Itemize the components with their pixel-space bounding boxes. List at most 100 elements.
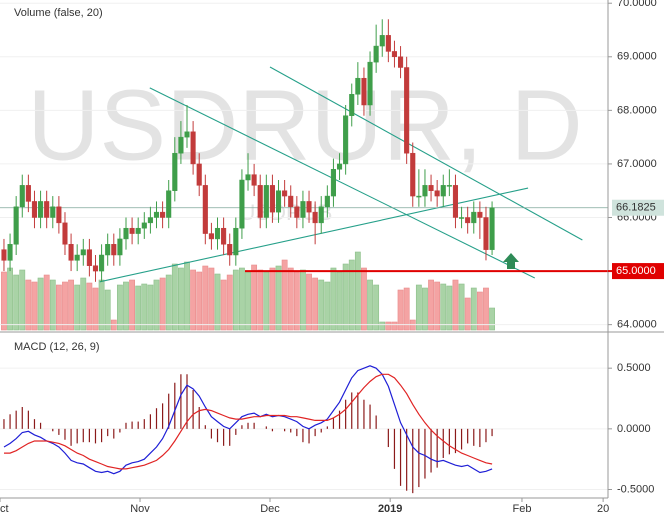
trendline — [269, 66, 583, 241]
candle-body — [31, 201, 38, 218]
volume-bar — [159, 277, 166, 331]
volume-bar — [440, 283, 447, 331]
volume-bar — [257, 269, 264, 331]
candle-body — [129, 227, 135, 234]
volume-bar — [373, 284, 380, 331]
candle-body — [459, 217, 465, 219]
volume-bar — [1, 271, 7, 331]
candle-body — [239, 179, 245, 229]
volume-bar — [19, 269, 26, 331]
volume-bar — [74, 284, 81, 331]
volume-bar — [37, 277, 44, 331]
candle-body — [111, 244, 117, 256]
volume-bar — [318, 279, 325, 331]
candle-body — [446, 185, 452, 187]
volume-bar — [415, 284, 422, 331]
candle-body — [477, 211, 483, 218]
candle-body — [349, 94, 355, 116]
volume-bar — [476, 291, 483, 331]
volume-bar — [324, 281, 331, 331]
volume-label: Volume (false, 20) — [14, 7, 103, 19]
candle-body — [172, 152, 178, 191]
candle-body — [44, 201, 50, 218]
trendline — [149, 87, 536, 279]
candle-body — [221, 227, 227, 245]
volume-bar — [446, 285, 453, 331]
volume-bar — [403, 287, 410, 331]
candle-body — [373, 45, 379, 63]
x-tick-label: 2019 — [378, 503, 402, 515]
volume-bar — [354, 251, 361, 331]
macd-panel — [0, 365, 608, 494]
candle-body — [68, 244, 74, 261]
candle-body — [25, 185, 31, 202]
candle-body — [117, 238, 123, 256]
macd-label: MACD (12, 26, 9) — [14, 341, 100, 353]
volume-bar — [458, 283, 465, 331]
candle-body — [404, 67, 410, 154]
candle-body — [312, 211, 318, 224]
macd-line — [3, 365, 493, 475]
candle-body — [62, 222, 68, 245]
candle-body — [105, 244, 111, 256]
candle-body — [422, 185, 428, 197]
volume-bar — [31, 281, 38, 331]
candle-body — [227, 244, 233, 256]
volume-bar — [306, 273, 312, 331]
candle-body — [288, 195, 294, 208]
volume-bar — [55, 284, 62, 331]
volume-bar — [7, 267, 13, 331]
volume-bar — [190, 269, 197, 331]
level-label: 65.0000 — [616, 265, 656, 277]
candle-body — [343, 115, 349, 165]
symbol-watermark: USDRUB — [240, 200, 333, 225]
volume-bar — [312, 277, 319, 331]
x-tick-label: Dec — [260, 503, 280, 515]
candle-body — [471, 211, 477, 224]
volume-bar — [269, 267, 276, 331]
volume-bar — [348, 259, 355, 331]
candle-body — [330, 169, 336, 197]
volume-bar — [281, 259, 288, 331]
volume-bar — [391, 321, 398, 331]
candle-body — [184, 131, 190, 138]
candle-body — [74, 254, 80, 261]
volume-bar — [165, 274, 172, 331]
volume-bar — [43, 274, 50, 331]
volume-bar — [287, 267, 294, 331]
volume-bar — [293, 271, 300, 331]
candle-body — [38, 201, 44, 218]
candle-body — [251, 174, 257, 186]
volume-bar — [245, 271, 251, 331]
candle-body — [245, 174, 251, 181]
candle-body — [135, 227, 141, 234]
volume-bar — [452, 279, 459, 331]
level-label-box — [612, 263, 664, 280]
x-tick-label: Feb — [512, 503, 531, 515]
candle-body — [379, 35, 385, 47]
candle-body — [483, 217, 489, 250]
candle-body — [196, 163, 202, 186]
volume-bar — [49, 279, 56, 331]
candle-body — [153, 211, 160, 218]
volume-bar — [470, 287, 477, 331]
candle-body — [257, 185, 263, 218]
candle-body — [385, 35, 391, 52]
candle-body — [214, 227, 221, 240]
price-panel — [0, 2, 608, 331]
volume-bar — [129, 279, 135, 331]
volume-bar — [428, 279, 434, 331]
candle-body — [282, 190, 288, 197]
volume-bar — [196, 271, 203, 331]
volume-bar — [214, 273, 221, 331]
volume-bar — [232, 269, 239, 331]
volume-bar — [379, 321, 386, 331]
candle-body — [190, 131, 196, 165]
candle-body — [318, 206, 324, 224]
candle-body — [123, 227, 129, 240]
volume-bar — [336, 271, 343, 331]
volume-bar — [422, 287, 428, 331]
volume-bar — [13, 274, 20, 331]
volume-bar — [80, 277, 87, 331]
